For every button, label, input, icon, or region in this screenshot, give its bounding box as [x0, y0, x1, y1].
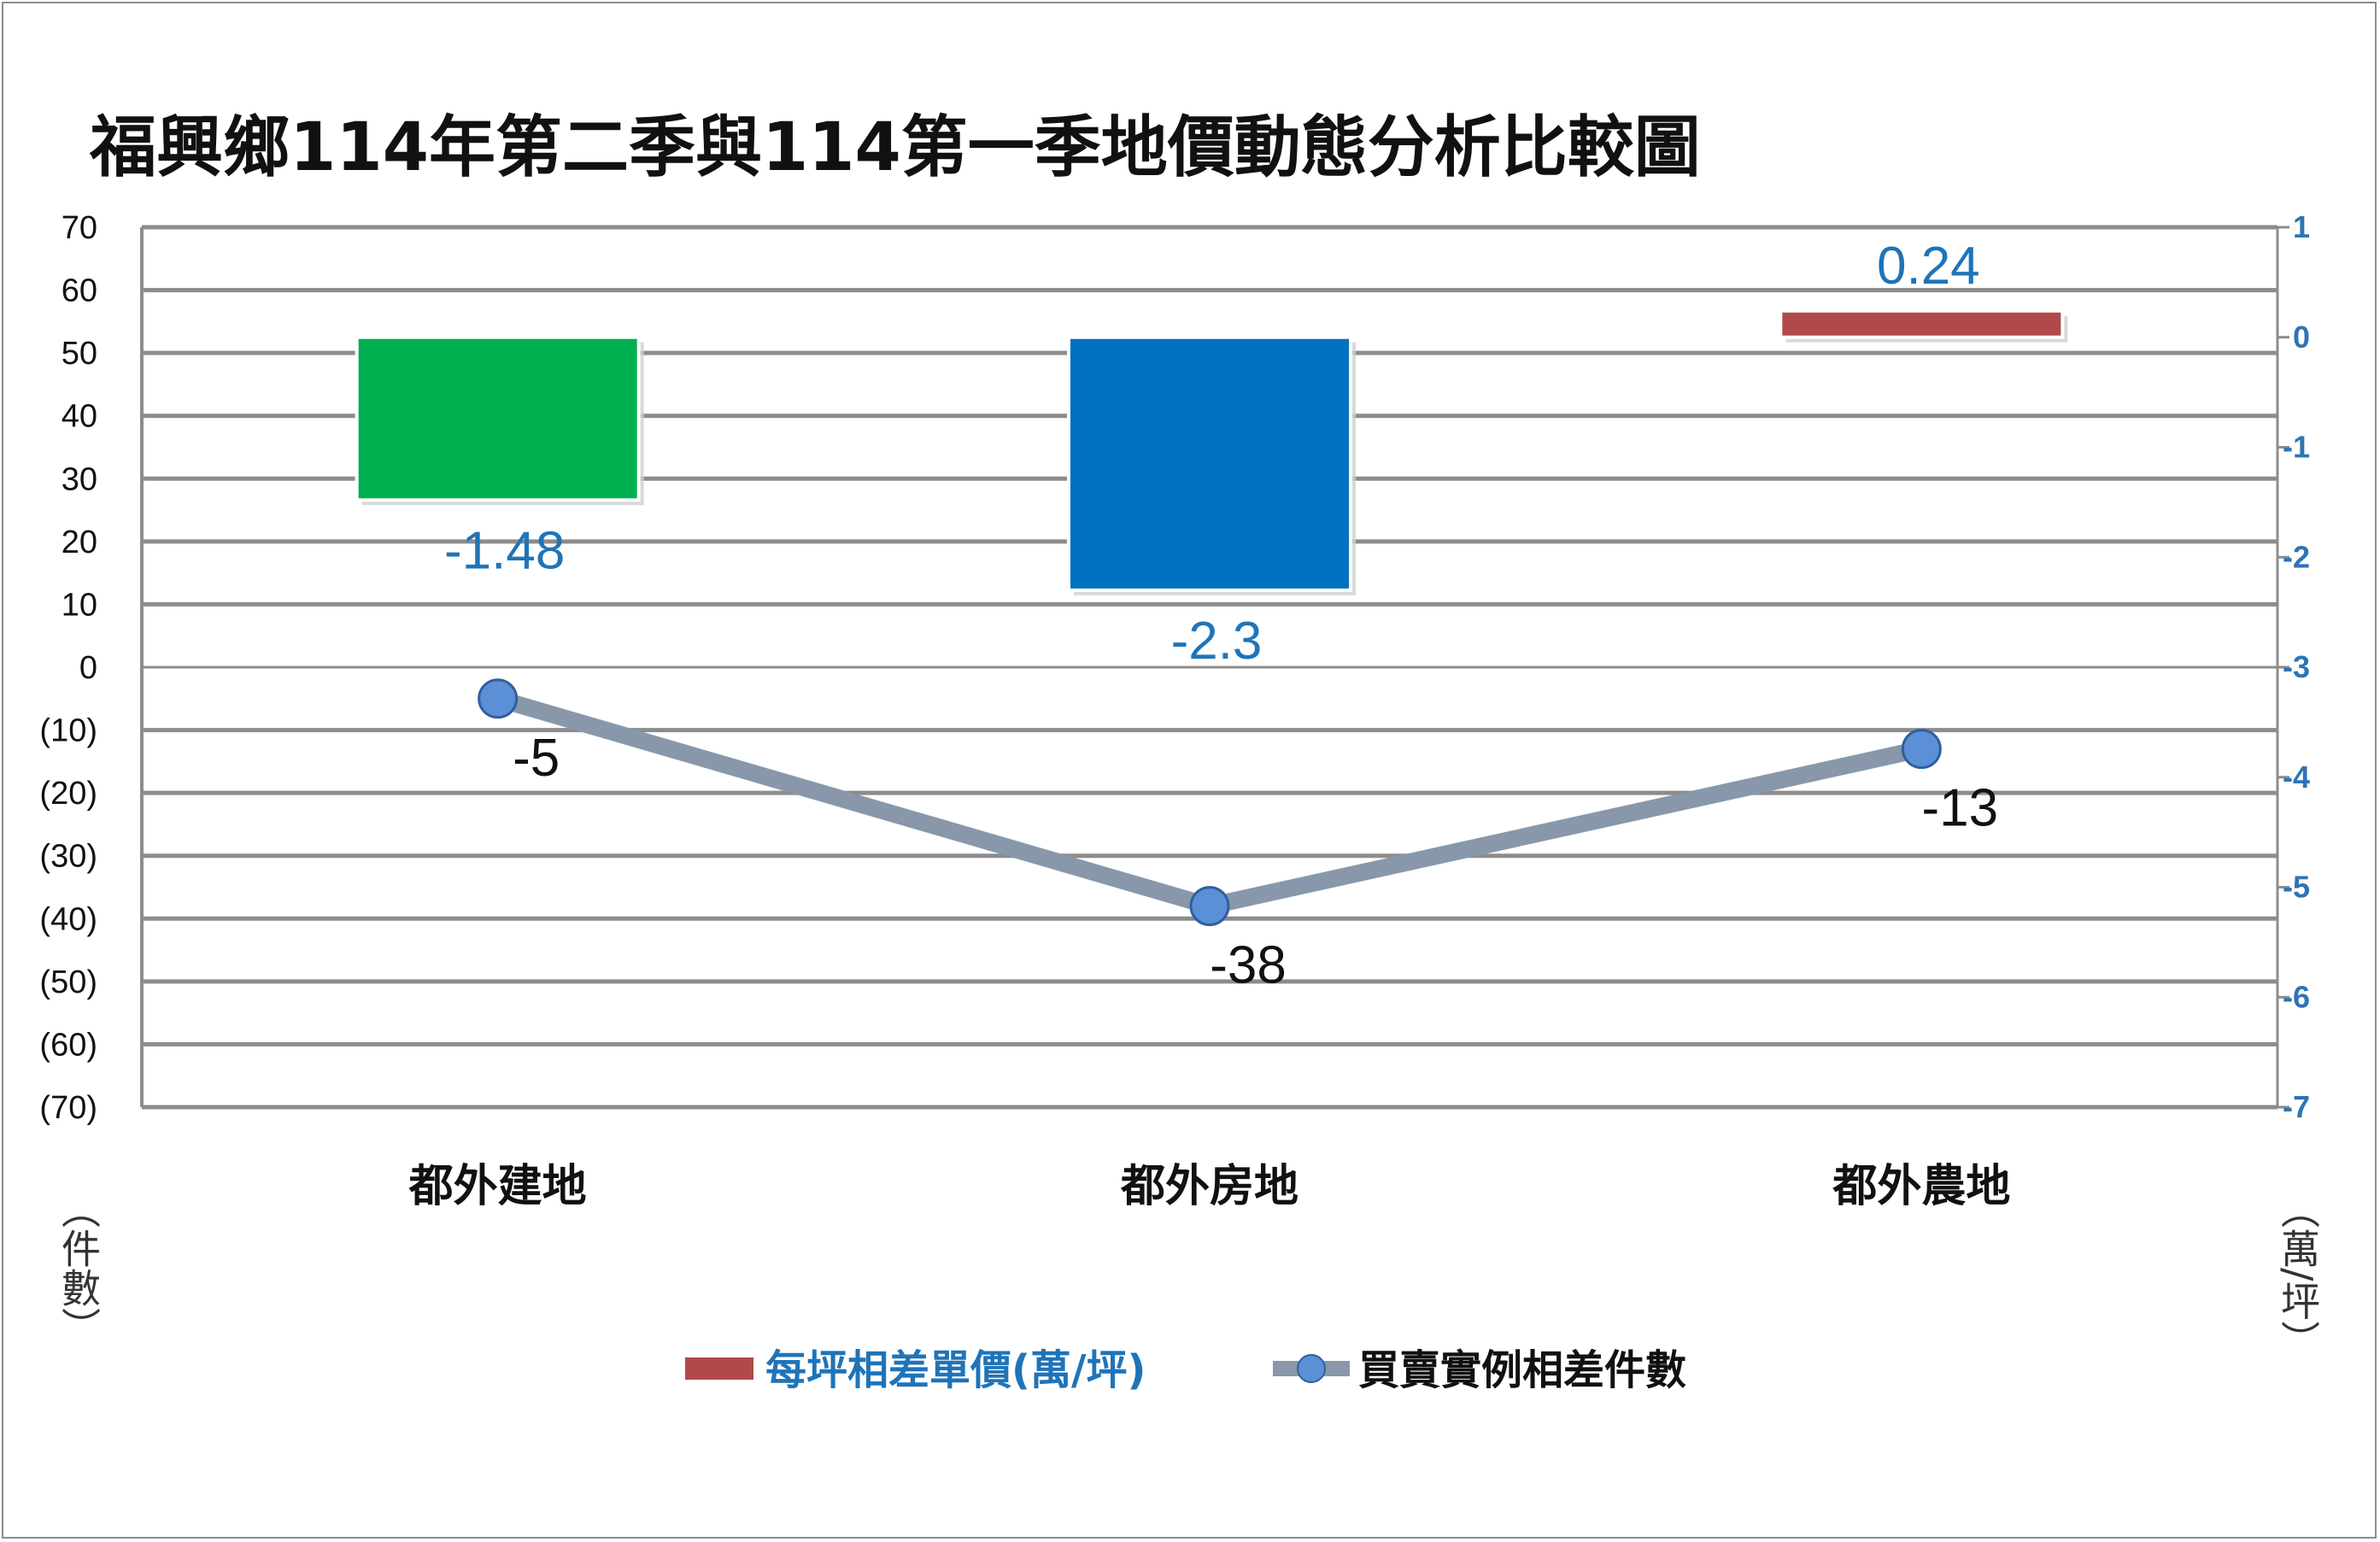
line-value-label: -5: [513, 729, 560, 788]
right-tick-label: -6: [2283, 979, 2310, 1014]
chart-svg: 福興鄉114年第二季與114第一季地價動態分析比較圖 70 60 50 40 30 20 1…: [39, 109, 2321, 1394]
legend-label-bar: 每坪相差單價(萬/坪): [765, 1346, 1146, 1394]
legend: 每坪相差單價(萬/坪) 買賣實例相差件數: [685, 1346, 1686, 1394]
right-tick-label: 0: [2293, 320, 2310, 355]
category-label: 都外建地: [408, 1161, 587, 1212]
category-label: 都外房地: [1120, 1161, 1298, 1212]
left-tick-label: 30: [62, 461, 97, 497]
bar: [1067, 335, 1352, 592]
legend-label-line: 買賣實例相差件數: [1358, 1346, 1686, 1394]
line-value-label: -38: [1210, 936, 1287, 995]
left-tick-label: 60: [62, 273, 97, 309]
bar: [355, 335, 641, 502]
line-value-label: -13: [1922, 779, 1999, 838]
line-series: -5 -38 -13: [478, 678, 1999, 995]
category-label: 都外農地: [1832, 1161, 2010, 1212]
left-axis: 70 60 50 40 30 20 10 0 (10) (20) (30) (40) (50) (60) (…: [39, 210, 97, 1126]
right-axis-unit: （萬/坪）: [2275, 1189, 2321, 1360]
bar-value-label: -2.3: [1171, 612, 1263, 671]
right-tick-label: -1: [2283, 430, 2310, 465]
line-point: [1901, 729, 1942, 770]
left-tick-label: 50: [62, 336, 97, 372]
right-tick-label: -4: [2283, 759, 2310, 794]
right-tick-label: 1: [2293, 209, 2310, 244]
left-tick-label: 70: [62, 210, 97, 246]
bar-series: -1.48 -2.3 0.24: [355, 237, 2068, 671]
left-tick-label: (10): [39, 713, 97, 749]
line-point: [478, 678, 519, 719]
left-tick-label: (60): [39, 1027, 97, 1063]
chart-title: 福興鄉114年第二季與114第一季地價動態分析比較圖: [89, 109, 1701, 186]
left-tick-label: 20: [62, 525, 97, 560]
left-tick-label: (20): [39, 776, 97, 812]
left-tick-label: (30): [39, 839, 97, 875]
line-point: [1189, 886, 1230, 927]
left-tick-label: 0: [79, 650, 97, 686]
right-axis: 1 0 -1 -2 -3 -4 -5 -6 -7: [2277, 209, 2310, 1124]
right-tick-label: -5: [2283, 870, 2310, 905]
left-tick-label: 40: [62, 399, 97, 435]
bar-value-label: 0.24: [1877, 237, 1980, 296]
left-axis-unit: （件數）: [56, 1189, 102, 1346]
left-tick-label: (50): [39, 964, 97, 1000]
right-tick-label: -3: [2283, 649, 2310, 684]
right-tick-label: -2: [2283, 539, 2310, 574]
legend-swatch-marker: [1297, 1354, 1326, 1383]
left-tick-label: (70): [39, 1090, 97, 1126]
right-tick-label: -7: [2283, 1089, 2310, 1124]
legend-swatch-bar: [685, 1357, 753, 1380]
bar-value-label: -1.48: [444, 521, 565, 580]
category-axis: 都外建地 都外房地 都外農地: [408, 1161, 2011, 1212]
left-tick-label: (40): [39, 901, 97, 937]
bar: [1779, 308, 2065, 339]
left-tick-label: 10: [62, 587, 97, 623]
